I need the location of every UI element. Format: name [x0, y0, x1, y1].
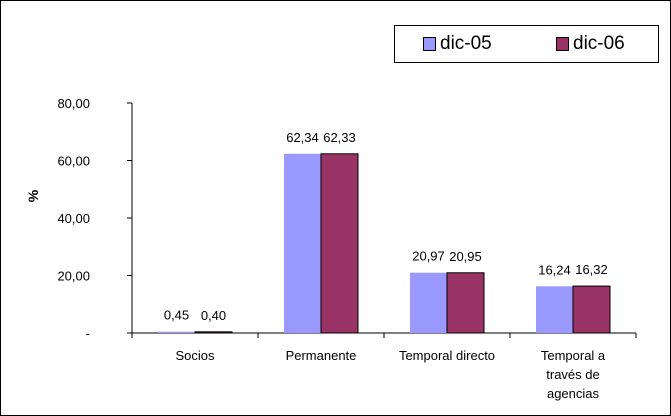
- legend-item-dic-05: dic-05: [423, 34, 492, 54]
- data-label: 62,34: [286, 130, 319, 145]
- bar-dic-05-0: [158, 331, 195, 333]
- bar-dic-06-0: [194, 331, 233, 334]
- bars: [158, 153, 611, 334]
- bar-dic-05-3: [536, 286, 573, 333]
- x-tick-label: Temporal directo: [399, 348, 495, 363]
- y-tick-label: 40,00: [57, 211, 90, 226]
- data-label: 0,40: [201, 308, 226, 323]
- data-labels: 0,45 62,34 20,97 16,24 0,40 62,33 20,95 16,32: [164, 130, 608, 323]
- data-label: 20,95: [449, 249, 482, 264]
- legend-swatch-dic-05: [423, 37, 436, 51]
- data-label: 20,97: [412, 249, 445, 264]
- y-axis-label: %: [25, 189, 41, 202]
- bar-dic-05-2: [410, 272, 447, 333]
- legend-label: dic-06: [573, 33, 625, 54]
- y-tick-label: -: [86, 326, 90, 341]
- x-tick-label: Temporal a través de agencias: [541, 348, 606, 401]
- bar-dic-06-1: [320, 153, 359, 334]
- legend: dic-05 dic-06: [394, 25, 659, 63]
- x-tick-label: Socios: [175, 348, 215, 363]
- legend-label: dic-05: [440, 33, 492, 54]
- bar-dic-06-2: [446, 272, 485, 334]
- bar-dic-05-1: [284, 153, 321, 333]
- data-label: 16,32: [575, 262, 608, 277]
- legend-item-dic-06: dic-06: [556, 34, 625, 54]
- data-label: 0,45: [164, 308, 189, 323]
- y-tick-label: 20,00: [57, 269, 90, 284]
- x-tick-label: Permanente: [286, 348, 357, 363]
- y-tick-label: 60,00: [57, 154, 90, 169]
- data-label: 62,33: [323, 130, 356, 145]
- data-label: 16,24: [538, 262, 571, 277]
- axes: - 20,00 40,00 60,00 80,00 Socios Permanente Tem…: [57, 96, 637, 401]
- bar-dic-06-3: [572, 285, 611, 334]
- legend-swatch-dic-06: [556, 37, 569, 51]
- y-tick-label: 80,00: [57, 96, 90, 111]
